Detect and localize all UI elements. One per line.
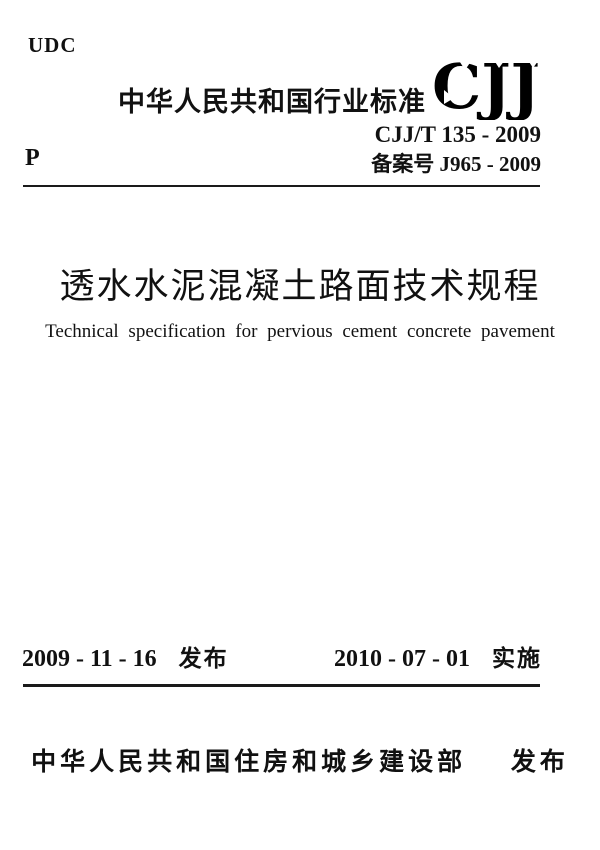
issue-date-group: 2009 - 11 - 16 发布 [22,639,229,673]
publisher-row: 中华人民共和国住房和城乡建设部 发布 [0,742,600,778]
publisher-action-label: 发布 [510,747,569,776]
standard-number: CJJ/T 135 - 2009 [374,122,541,147]
issue-date: 2009 - 11 - 16 [22,646,157,672]
implement-date: 2010 - 07 - 01 [334,646,470,672]
logo-bevel-highlight [444,90,454,104]
standard-type-heading: 中华人民共和国行业标准 [118,87,426,118]
dates-row: 2009 - 11 - 16 发布 2010 - 07 - 01 实施 [22,639,542,673]
cjj-logo-graphic: CJJ [432,50,541,120]
divider-top [23,185,540,187]
implement-date-group: 2010 - 07 - 01 实施 [334,639,542,673]
issue-label: 发布 [178,646,229,672]
udc-label: UDC [28,33,77,57]
classification-code: P [25,145,40,171]
title-chinese: 透水水泥混凝土路面技术规程 [59,267,541,307]
title-english: Technical specification for pervious cem… [45,321,555,342]
logo-bevel-highlight [492,57,507,68]
cjj-logo-text: CJJ [432,50,540,120]
publisher-name: 中华人民共和国住房和城乡建设部 [31,747,467,776]
implement-label: 实施 [492,646,542,672]
cjj-logo: CJJ [432,50,547,120]
record-number: 备案号 J965 - 2009 [371,152,541,176]
logo-bevel-highlight [458,57,474,70]
divider-bottom [23,684,540,687]
logo-bevel-highlight [526,57,541,68]
